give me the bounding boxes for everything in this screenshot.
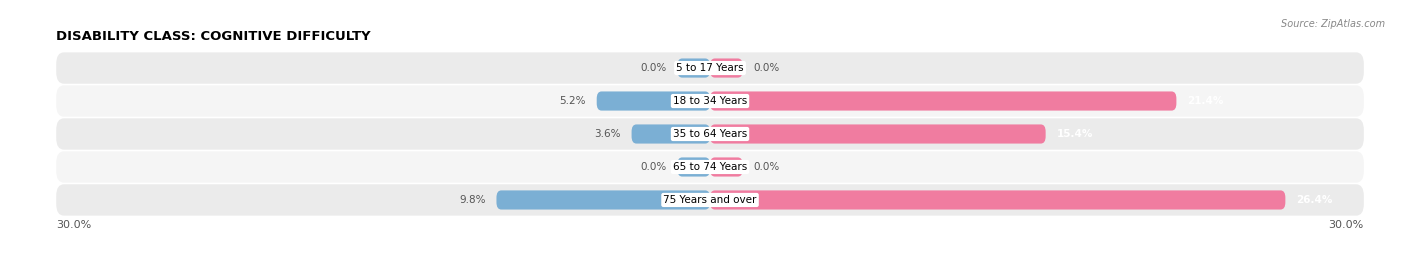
Text: 35 to 64 Years: 35 to 64 Years <box>673 129 747 139</box>
Text: 15.4%: 15.4% <box>1056 129 1092 139</box>
Text: DISABILITY CLASS: COGNITIVE DIFFICULTY: DISABILITY CLASS: COGNITIVE DIFFICULTY <box>56 30 371 43</box>
Text: 5.2%: 5.2% <box>560 96 586 106</box>
FancyBboxPatch shape <box>596 91 710 111</box>
Text: 30.0%: 30.0% <box>56 220 91 230</box>
FancyBboxPatch shape <box>56 85 1364 117</box>
Text: 9.8%: 9.8% <box>460 195 485 205</box>
FancyBboxPatch shape <box>496 190 710 210</box>
FancyBboxPatch shape <box>631 124 710 144</box>
Text: 0.0%: 0.0% <box>754 162 780 172</box>
Text: 18 to 34 Years: 18 to 34 Years <box>673 96 747 106</box>
Text: 26.4%: 26.4% <box>1296 195 1333 205</box>
Text: 0.0%: 0.0% <box>640 162 666 172</box>
FancyBboxPatch shape <box>56 184 1364 216</box>
Text: 65 to 74 Years: 65 to 74 Years <box>673 162 747 172</box>
FancyBboxPatch shape <box>710 58 742 78</box>
Text: 30.0%: 30.0% <box>1329 220 1364 230</box>
Text: 5 to 17 Years: 5 to 17 Years <box>676 63 744 73</box>
Text: 0.0%: 0.0% <box>754 63 780 73</box>
FancyBboxPatch shape <box>710 124 1046 144</box>
FancyBboxPatch shape <box>678 157 710 177</box>
Text: 75 Years and over: 75 Years and over <box>664 195 756 205</box>
FancyBboxPatch shape <box>56 118 1364 150</box>
Text: Source: ZipAtlas.com: Source: ZipAtlas.com <box>1281 19 1385 29</box>
FancyBboxPatch shape <box>56 52 1364 84</box>
FancyBboxPatch shape <box>710 157 742 177</box>
Text: 3.6%: 3.6% <box>595 129 620 139</box>
FancyBboxPatch shape <box>678 58 710 78</box>
FancyBboxPatch shape <box>710 190 1285 210</box>
Text: 21.4%: 21.4% <box>1187 96 1223 106</box>
FancyBboxPatch shape <box>710 91 1177 111</box>
FancyBboxPatch shape <box>56 151 1364 183</box>
Text: 0.0%: 0.0% <box>640 63 666 73</box>
